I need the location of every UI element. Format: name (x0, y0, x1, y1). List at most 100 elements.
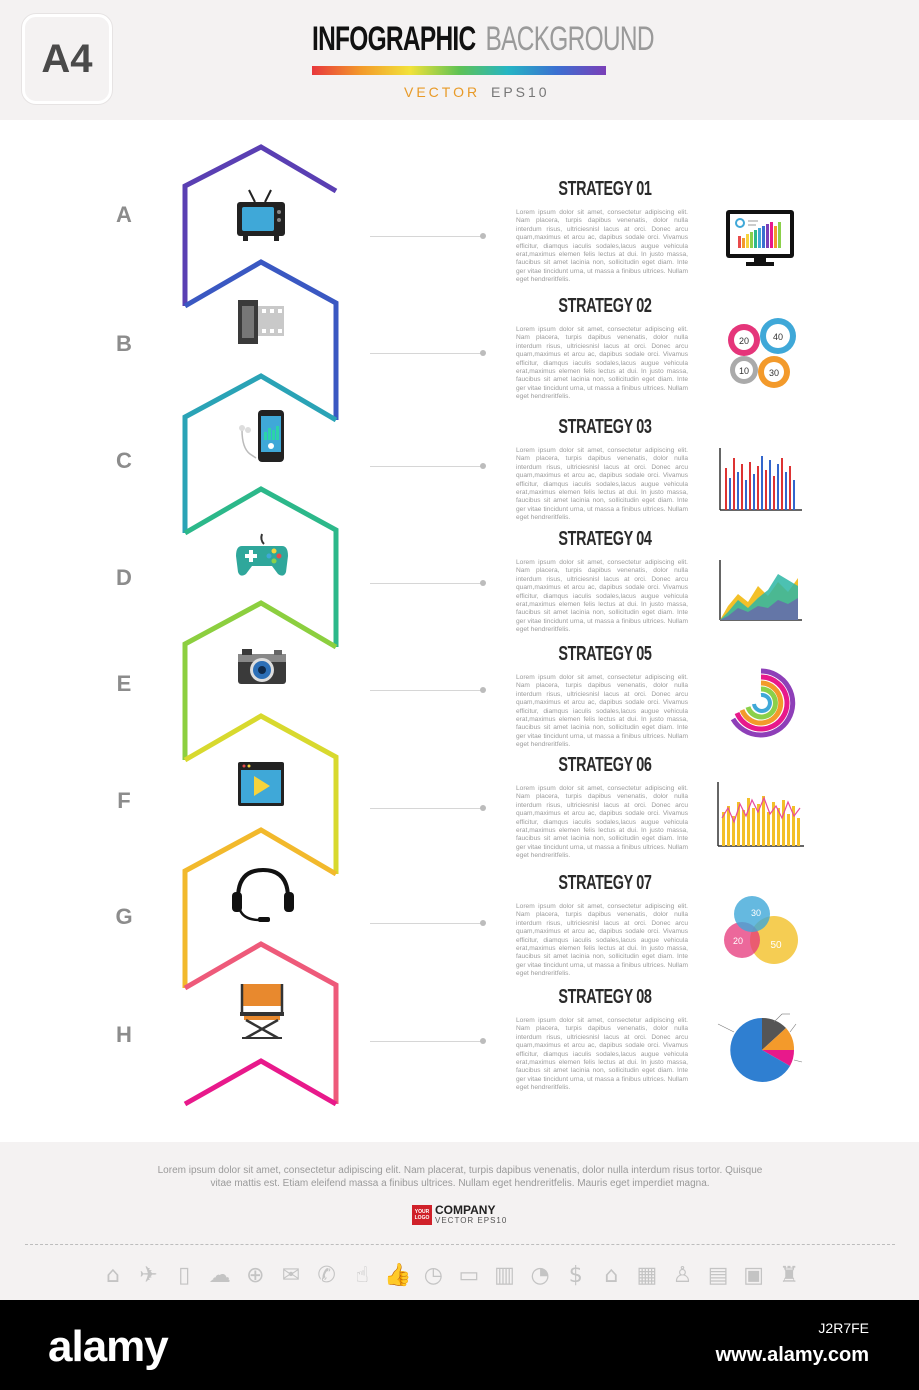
chevron-5 (182, 600, 338, 760)
venn-chart-icon: 30 20 50 (724, 896, 798, 964)
money-icon: ▣ (743, 1262, 765, 1288)
rainbow-bar (312, 66, 606, 75)
person-icon: ♙ (672, 1262, 693, 1288)
pie-icon: ◔ (530, 1262, 550, 1288)
subtitle: VECTOR EPS10 (404, 84, 550, 100)
venn-value: 20 (733, 936, 743, 946)
tv-icon (237, 189, 285, 241)
strategy-body: Lorem ipsum dolor sit amet, consectetur … (516, 1017, 688, 1092)
headset-icon (232, 867, 294, 922)
briefcase-icon: ▦ (636, 1262, 658, 1288)
strategy-title: STRATEGY 02 (558, 295, 652, 317)
gamepad-icon (236, 533, 288, 576)
globe-icon: ⊕ (246, 1262, 265, 1288)
image-id: J2R7FE (818, 1320, 869, 1336)
plane-icon: ✈ (139, 1262, 158, 1288)
pie-chart-icon (717, 1013, 803, 1082)
strategy-title: STRATEGY 07 (558, 872, 652, 894)
page-title: INFOGRAPHIC BACKGROUND (312, 20, 655, 59)
phone-icon: ▯ (178, 1262, 191, 1288)
chevron-8 (183, 941, 339, 1104)
footer-text: Lorem ipsum dolor sit amet, consectetur … (157, 1165, 763, 1189)
venn-value: 30 (751, 908, 761, 918)
touch-icon: ☝ (355, 1262, 369, 1288)
step-letter-d: D (116, 565, 132, 590)
calculator-icon: ▤ (707, 1262, 729, 1288)
connector-line (370, 233, 486, 239)
step-letter-c: C (116, 448, 132, 473)
strategy-body: Lorem ipsum dolor sit amet, consectetur … (516, 785, 688, 860)
home-icon: ⌂ (106, 1262, 120, 1288)
title-main: INFOGRAPHIC (312, 20, 476, 58)
title-secondary: BACKGROUND (485, 20, 655, 58)
chevron-9 (183, 1058, 338, 1107)
strategy-title: STRATEGY 05 (558, 643, 652, 665)
strategy-title: STRATEGY 08 (558, 986, 652, 1008)
radial-chart-icon (730, 668, 796, 738)
connector-line (370, 580, 486, 586)
telephone-icon: ✆ (317, 1262, 336, 1288)
connector-line (370, 1038, 486, 1044)
quadrant-value: 20 (739, 336, 749, 346)
watermark-url: www.alamy.com (715, 1344, 869, 1366)
strategy-title: STRATEGY 01 (558, 178, 652, 200)
strategy-title: STRATEGY 04 (558, 528, 652, 550)
chevron-1 (182, 144, 338, 306)
camera-icon (238, 649, 286, 684)
mail-icon: ✉ (281, 1262, 301, 1288)
connector-line (370, 920, 486, 926)
film-roll-icon (238, 300, 284, 344)
cloud-icon: ☁ (208, 1262, 231, 1288)
quadrant-value: 30 (769, 368, 779, 378)
chevron-6 (183, 713, 339, 874)
step-letter-h: H (116, 1022, 132, 1047)
quadrant-value: 10 (739, 366, 749, 376)
chevron-2 (183, 259, 339, 420)
quadrant-value: 40 (773, 332, 783, 342)
step-letter-g: G (115, 904, 133, 929)
director-chair-icon (240, 984, 284, 1040)
connector-line (370, 687, 486, 693)
strategy-title: STRATEGY 03 (558, 416, 652, 438)
bar-line-chart-icon (717, 782, 804, 847)
quadrant-circles-chart: 20 40 10 30 (728, 318, 796, 388)
step-letter-e: E (116, 671, 132, 696)
chevron-3 (182, 373, 338, 533)
a4-badge: A4 (22, 14, 112, 104)
strategy-body: Lorem ipsum dolor sit amet, consectetur … (516, 209, 688, 284)
company-name: COMPANY (435, 1203, 496, 1217)
footer: Lorem ipsum dolor sit amet, consectetur … (0, 1142, 919, 1300)
company-logo: YOUR LOGO COMPANY VECTOR EPS10 (412, 1204, 507, 1225)
strategy-body: Lorem ipsum dolor sit amet, consectetur … (516, 903, 688, 978)
strategy-body: Lorem ipsum dolor sit amet, consectetur … (516, 559, 688, 634)
connector-line (370, 463, 486, 469)
title-block: INFOGRAPHIC BACKGROUND VECTOR EPS10 (312, 20, 655, 100)
clock-icon: ◷ (423, 1262, 443, 1288)
step-letter-a: A (116, 202, 132, 227)
step-letter-f: F (117, 788, 131, 813)
dotted-divider (25, 1244, 895, 1245)
logo-subtext: VECTOR EPS10 (435, 1216, 508, 1225)
chart-icon: ▥ (494, 1262, 515, 1288)
music-phone-icon (239, 410, 284, 462)
area-chart-icon (719, 560, 802, 621)
monitor-bar-chart-icon (726, 210, 794, 266)
strategy-body: Lorem ipsum dolor sit amet, consectetur … (516, 447, 688, 522)
bar-chart-icon (719, 448, 802, 511)
venn-value: 50 (770, 940, 782, 951)
dollar-icon: $ (568, 1262, 583, 1288)
connector-line (370, 350, 486, 356)
footer-icon-row: ⌂ ✈ ▯ ☁ ⊕ ✉ ✆ ☝ 👍 ◷ ▭ ▥ ◔ $ ⌂ ▦ ♙ ▤ ▣ ♜ (100, 1262, 802, 1288)
monitor-icon: ▭ (458, 1262, 480, 1288)
subtitle-accent: VECTOR (404, 84, 481, 100)
connector-line (370, 805, 486, 811)
chevron-stack (182, 144, 339, 1107)
watermark-bar: alamy J2R7FE www.alamy.com (0, 1300, 919, 1390)
strategy-body: Lorem ipsum dolor sit amet, consectetur … (516, 674, 688, 749)
video-player-icon (238, 762, 284, 806)
header: A4 INFOGRAPHIC BACKGROUND VECTOR EPS10 (0, 0, 919, 120)
logo-box: YOUR LOGO (412, 1204, 432, 1225)
chevron-4 (183, 486, 339, 647)
strategy-body: Lorem ipsum dolor sit amet, consectetur … (516, 326, 688, 401)
subtitle-rest: EPS10 (490, 84, 550, 100)
